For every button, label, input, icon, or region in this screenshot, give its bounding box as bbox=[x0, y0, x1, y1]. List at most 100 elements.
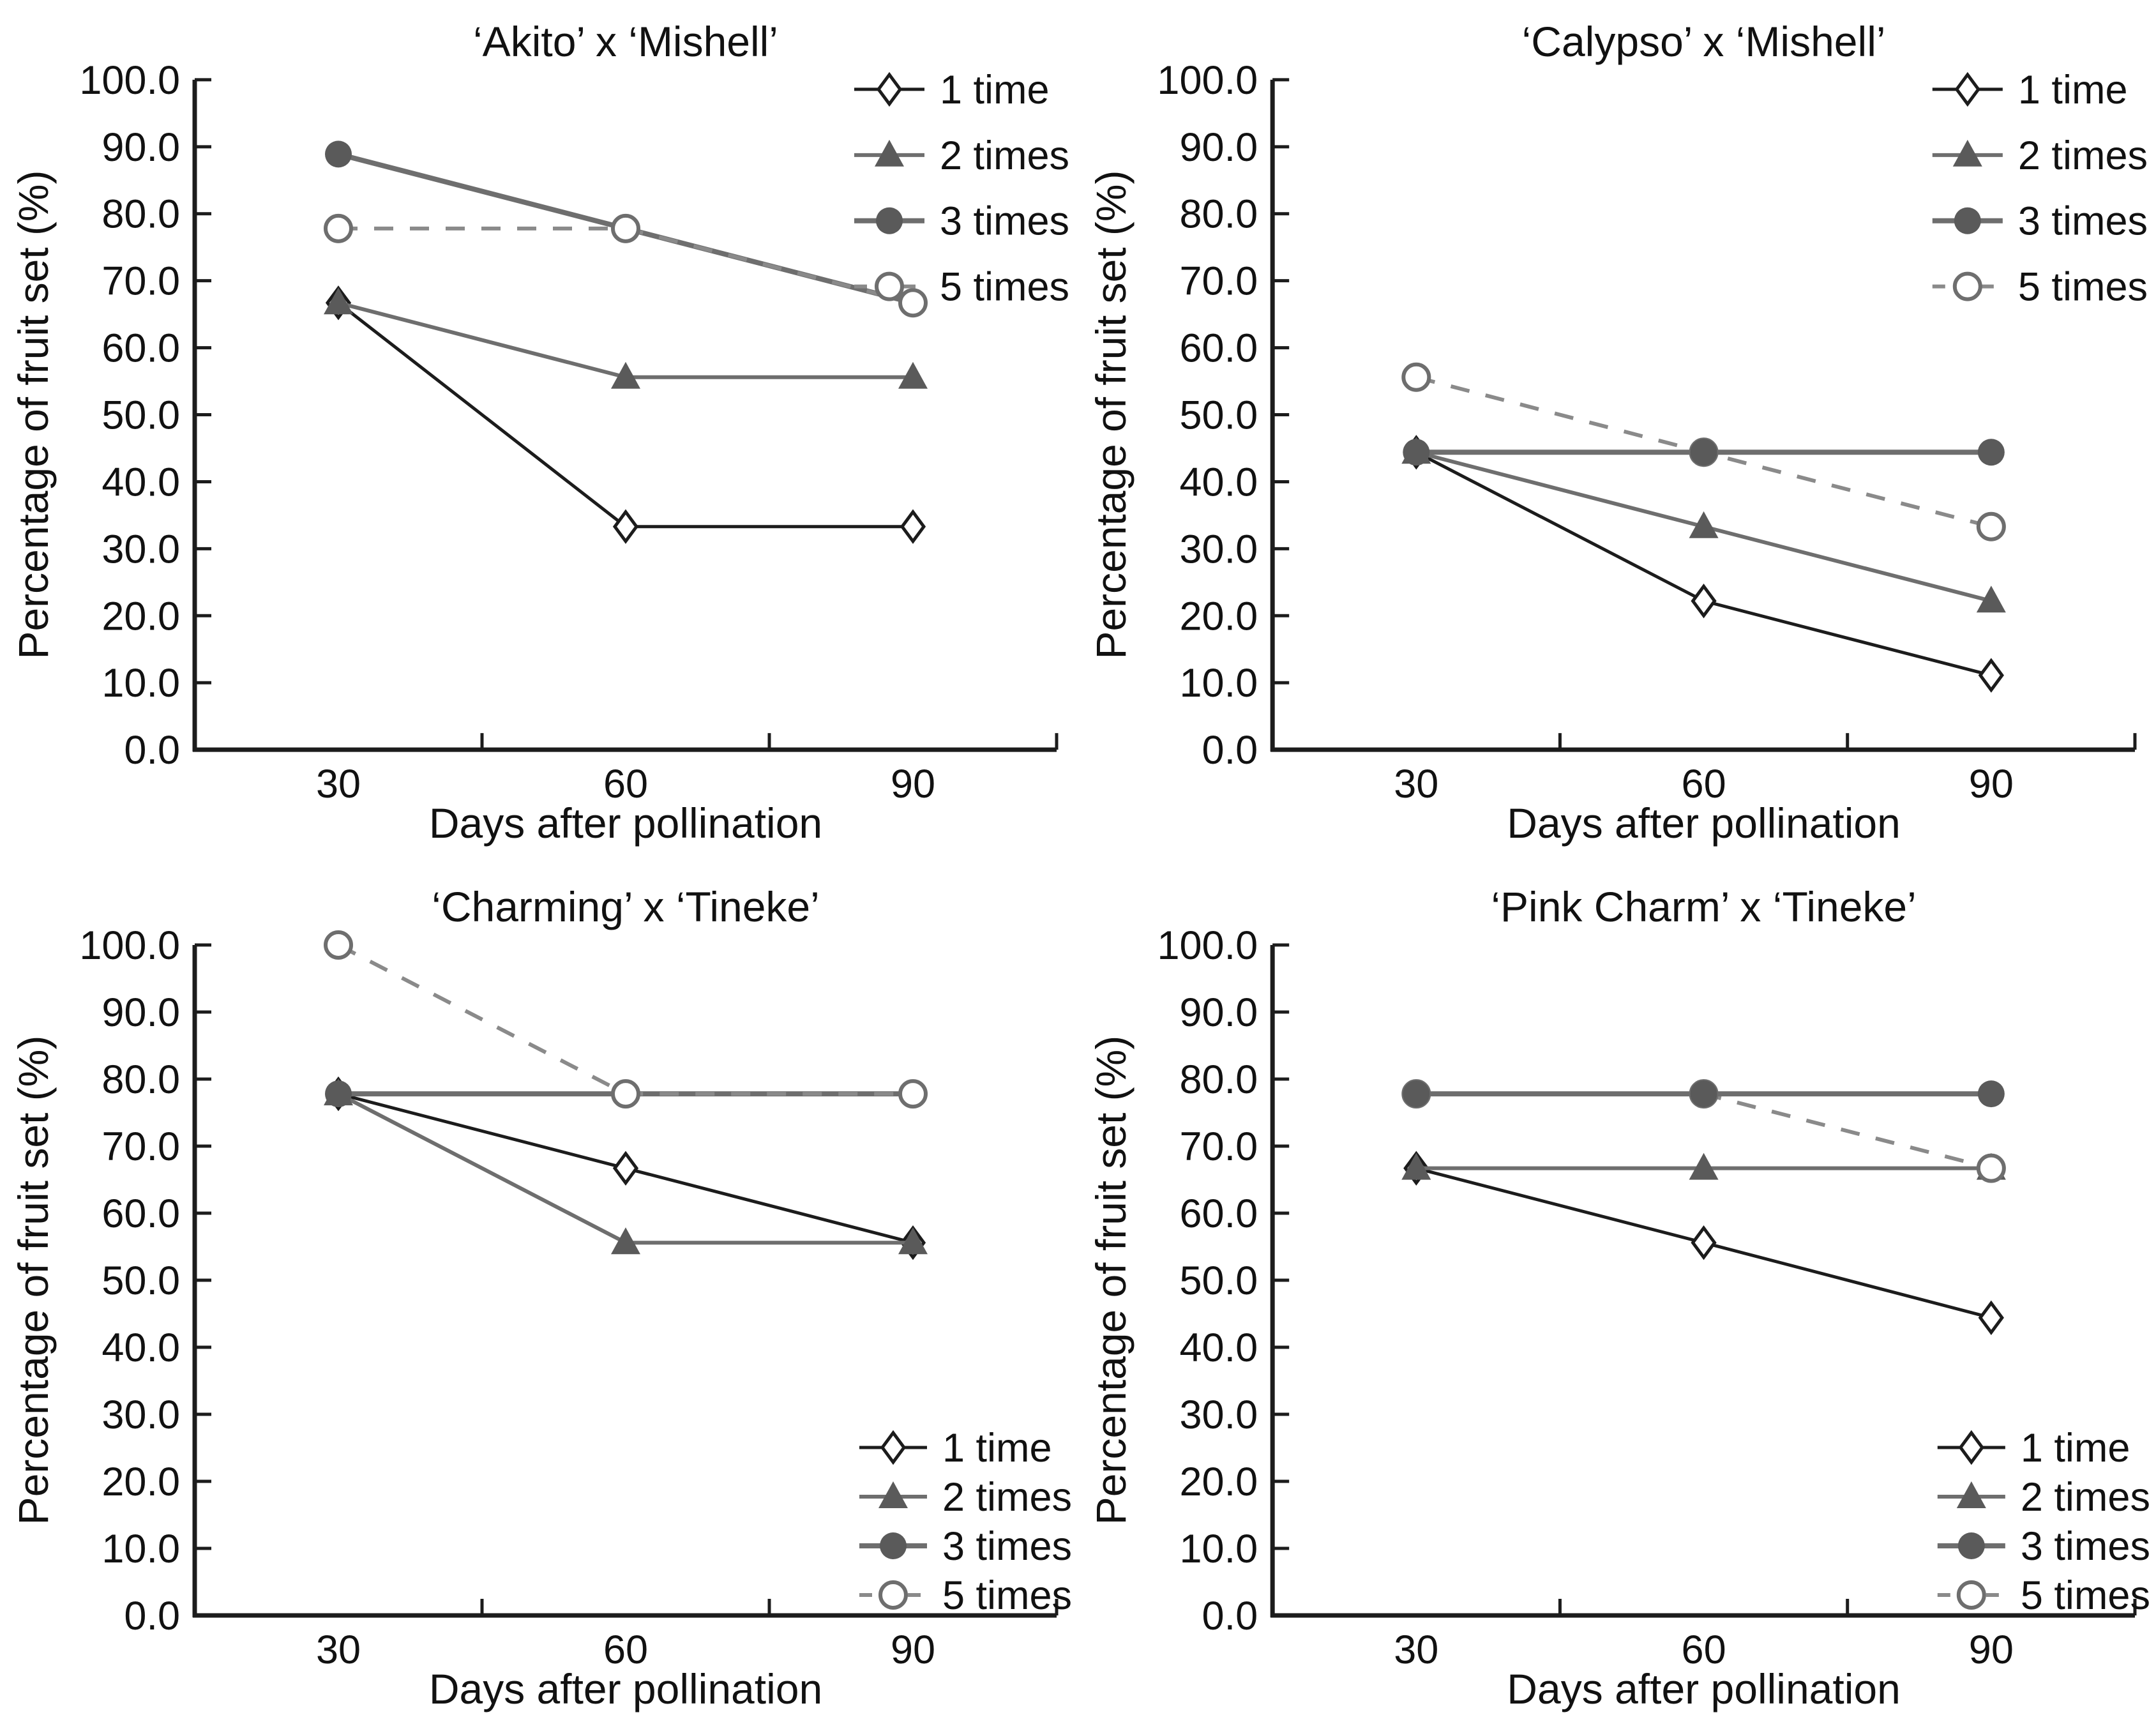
legend-label: 3 times bbox=[940, 199, 1069, 244]
panel-title: ‘Pink Charm’ x ‘Tineke’ bbox=[1491, 883, 1916, 930]
chart-panel-pink-charm-tineke: ‘Pink Charm’ x ‘Tineke’ 0.0 10.0 20.0 30.0 40… bbox=[1087, 883, 2150, 1712]
x-tick-label: 30 bbox=[1394, 762, 1438, 806]
data-point-diamond bbox=[1958, 1430, 1984, 1465]
x-axis-title: Days after pollination bbox=[429, 1665, 822, 1712]
data-point-diamond bbox=[612, 509, 639, 544]
y-axis-title: Percentage of fruit set (%) bbox=[1087, 1036, 1135, 1525]
panel-title: ‘Akito’ x ‘Mishell’ bbox=[473, 18, 778, 65]
y-axis-title: Percentage of fruit set (%) bbox=[10, 170, 57, 660]
data-point-triangle bbox=[611, 361, 640, 389]
chart-panel-calypso-mishell: ‘Calypso’ x ‘Mishell’ 0.0 10.0 20.0 30.0 40.0… bbox=[1087, 18, 2148, 847]
legend-label: 3 times bbox=[942, 1524, 1072, 1569]
legend-label: 3 times bbox=[2018, 199, 2148, 244]
data-point-triangle bbox=[324, 287, 353, 315]
y-tick-label: 50.0 bbox=[102, 393, 180, 438]
y-tick-label: 50.0 bbox=[1180, 1259, 1258, 1303]
y-tick-label: 80.0 bbox=[102, 1057, 180, 1102]
y-tick-label: 40.0 bbox=[102, 1326, 180, 1370]
y-tick-label: 100.0 bbox=[1157, 58, 1258, 103]
y-tick-label: 20.0 bbox=[1179, 594, 1258, 639]
y-tick-label: 80.0 bbox=[1179, 192, 1258, 237]
data-point-triangle bbox=[875, 139, 904, 167]
x-tick-label: 90 bbox=[891, 1628, 935, 1672]
data-point-open-circle bbox=[324, 930, 353, 960]
y-tick-label: 70.0 bbox=[1180, 1124, 1258, 1169]
y-tick-label: 80.0 bbox=[1180, 1057, 1258, 1102]
data-point-triangle bbox=[1689, 511, 1719, 538]
data-point-triangle bbox=[1956, 1481, 1986, 1508]
y-tick-label: 50.0 bbox=[102, 1259, 180, 1303]
legend-label: 2 times bbox=[2021, 1475, 2150, 1520]
data-point-circle bbox=[1403, 439, 1430, 466]
data-point-open-circle bbox=[1976, 511, 2006, 541]
y-tick-label: 10.0 bbox=[102, 1527, 180, 1571]
y-tick-label: 80.0 bbox=[102, 192, 180, 237]
x-tick-label: 60 bbox=[1682, 1628, 1726, 1672]
data-point-diamond bbox=[1978, 1300, 2004, 1336]
x-tick-label: 90 bbox=[1969, 1628, 2014, 1672]
y-tick-label: 60.0 bbox=[1179, 326, 1258, 371]
legend-label: 5 times bbox=[940, 265, 1069, 310]
y-tick-label: 100.0 bbox=[79, 58, 180, 103]
legend-label: 3 times bbox=[2021, 1524, 2150, 1569]
data-point-open-circle bbox=[898, 288, 928, 318]
data-point-triangle bbox=[1401, 1153, 1431, 1180]
y-axis-title: Percentage of fruit set (%) bbox=[10, 1036, 57, 1525]
y-tick-label: 100.0 bbox=[79, 923, 180, 968]
data-point-open-circle bbox=[878, 1580, 908, 1610]
y-tick-label: 30.0 bbox=[102, 1393, 180, 1437]
y-tick-label: 30.0 bbox=[1180, 1393, 1258, 1437]
y-tick-label: 20.0 bbox=[102, 1460, 180, 1504]
x-axis-title: Days after pollination bbox=[1507, 1665, 1901, 1712]
y-tick-label: 70.0 bbox=[102, 1124, 180, 1169]
legend-label: 1 time bbox=[2021, 1426, 2130, 1470]
data-point-circle bbox=[325, 1080, 352, 1108]
series-line-5-times bbox=[337, 943, 913, 1096]
panel-cell-bottom-right: ‘Pink Charm’ x ‘Tineke’ 0.0 10.0 20.0 30.0 40… bbox=[1078, 865, 2156, 1731]
legend-label: 1 time bbox=[942, 1426, 1052, 1470]
panel-cell-bottom-left: ‘Charming’ x ‘Tineke’ 0.0 10.0 20.0 30.0 40.0… bbox=[0, 865, 1078, 1731]
data-point-circle bbox=[880, 1532, 907, 1559]
data-point-open-circle bbox=[875, 271, 904, 301]
data-point-triangle bbox=[878, 1481, 908, 1508]
legend-label: 5 times bbox=[942, 1573, 1072, 1618]
data-point-triangle bbox=[1976, 586, 2006, 613]
data-point-diamond bbox=[900, 509, 926, 544]
x-tick-label: 90 bbox=[1969, 762, 2014, 806]
x-axis-title: Days after pollination bbox=[429, 799, 822, 847]
data-point-open-circle bbox=[1976, 1153, 2006, 1183]
data-point-circle bbox=[1957, 1532, 1985, 1559]
x-axis-title: Days after pollination bbox=[1507, 799, 1901, 847]
data-point-circle bbox=[1403, 1080, 1430, 1108]
y-tick-label: 40.0 bbox=[1179, 460, 1258, 504]
y-tick-label: 90.0 bbox=[102, 125, 180, 170]
data-point-diamond bbox=[880, 1430, 907, 1465]
data-point-diamond bbox=[1691, 584, 1717, 619]
series-line-1-time bbox=[1415, 451, 1992, 677]
y-tick-label: 10.0 bbox=[1180, 1527, 1258, 1571]
legend-label: 2 times bbox=[942, 1475, 1072, 1520]
data-point-open-circle bbox=[1952, 271, 1982, 301]
legend-label: 1 time bbox=[2018, 68, 2128, 112]
y-tick-label: 50.0 bbox=[1179, 393, 1258, 438]
y-tick-label: 90.0 bbox=[1179, 125, 1258, 170]
legend-label: 2 times bbox=[2018, 133, 2148, 178]
y-tick-label: 20.0 bbox=[1180, 1460, 1258, 1504]
legend-label: 2 times bbox=[940, 133, 1069, 178]
data-point-diamond bbox=[1954, 72, 1980, 107]
chart-panel-charming-tineke: ‘Charming’ x ‘Tineke’ 0.0 10.0 20.0 30.0 40.0… bbox=[10, 883, 1072, 1712]
data-point-triangle bbox=[1689, 1153, 1719, 1180]
panel-title: ‘Calypso’ x ‘Mishell’ bbox=[1522, 18, 1886, 65]
y-tick-label: 90.0 bbox=[102, 990, 180, 1035]
panel-cell-top-left: ‘Akito’ x ‘Mishell’ 0.0 10.0 20.0 30.0 40.0 50… bbox=[0, 0, 1078, 865]
x-tick-label: 60 bbox=[603, 762, 648, 806]
data-point-diamond bbox=[1691, 1225, 1717, 1260]
x-tick-label: 30 bbox=[316, 1628, 361, 1672]
x-tick-label: 90 bbox=[891, 762, 935, 806]
x-tick-label: 30 bbox=[1394, 1628, 1438, 1672]
y-tick-label: 0.0 bbox=[124, 728, 180, 773]
y-tick-label: 0.0 bbox=[1202, 1594, 1258, 1638]
data-point-circle bbox=[1977, 1080, 2005, 1108]
data-point-circle bbox=[325, 140, 352, 168]
